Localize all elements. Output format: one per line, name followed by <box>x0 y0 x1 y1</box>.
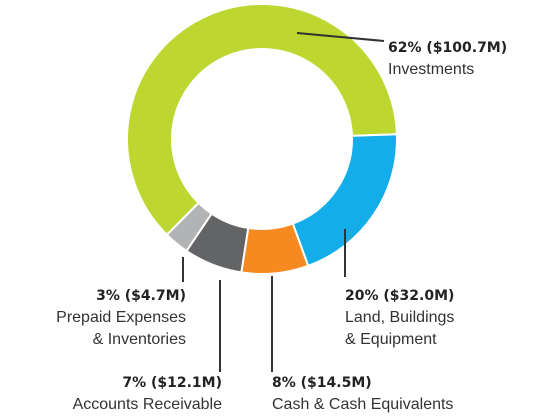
value-label: 62% ($100.7M) <box>388 40 508 56</box>
category-label: Investments <box>388 61 475 78</box>
slice-label: 3% ($4.7M) Prepaid Expenses & Inventories <box>48 285 186 351</box>
slice-label: 8% ($14.5M) Cash & Cash Equivalents <box>272 372 453 416</box>
donut-slice <box>165 201 214 253</box>
leader-line <box>296 32 385 42</box>
value-label: 8% ($14.5M) <box>272 375 372 391</box>
slice-label: 7% ($12.1M) Accounts Receivable <box>73 372 222 416</box>
value-label: 7% ($12.1M) <box>122 375 222 391</box>
value-label: 3% ($4.7M) <box>96 288 186 304</box>
category-label: Prepaid Expenses & Inventories <box>56 309 186 348</box>
category-label: Land, Buildings & Equipment <box>345 309 455 348</box>
category-label: Accounts Receivable <box>72 396 222 413</box>
slice-label: 20% ($32.0M) Land, Buildings & Equipment <box>345 285 463 351</box>
category-label: Cash & Cash Equivalents <box>272 396 454 413</box>
donut-slice <box>126 3 398 237</box>
value-label: 20% ($32.0M) <box>345 288 455 304</box>
slice-label: 62% ($100.7M) Investments <box>388 37 507 81</box>
